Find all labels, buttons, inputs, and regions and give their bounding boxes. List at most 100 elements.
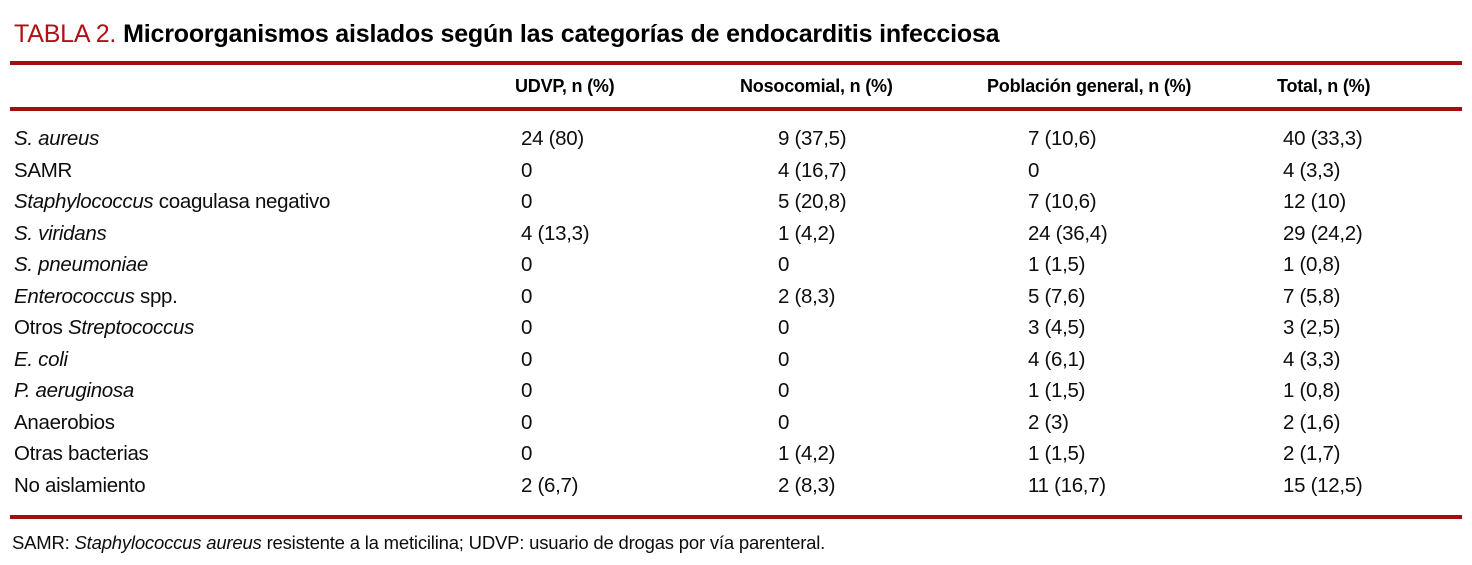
italic-text-segment: S. aureus xyxy=(14,127,100,150)
column-header-nosocomial: Nosocomial, n (%) xyxy=(730,65,975,111)
table-row: E. coli 0 0 4 (6,1) 4 (3,3) xyxy=(10,344,1462,376)
value-cell: 0 xyxy=(521,410,533,434)
value-cell: 7 (10,6) xyxy=(1028,190,1097,213)
value-cell: 0 xyxy=(778,253,790,276)
value-cell: 1 (0,8) xyxy=(1283,253,1341,276)
value-cell: 0 xyxy=(521,158,533,182)
organism-label: S. pneumoniae xyxy=(10,249,505,281)
value-cell: 5 (7,6) xyxy=(1028,284,1086,308)
text-segment: spp. xyxy=(134,284,178,308)
value-cell: 0 xyxy=(521,347,533,371)
top-rule xyxy=(10,61,1462,65)
italic-text-segment: P. aeruginosa xyxy=(14,379,134,402)
value-cell: 1 (0,8) xyxy=(1283,379,1341,402)
value-cell: 0 xyxy=(778,410,790,434)
value-cell: 4 (13,3) xyxy=(521,221,590,245)
value-cell: 29 (24,2) xyxy=(1283,221,1363,245)
italic-text-segment: Staphylococcus xyxy=(14,190,154,213)
value-cell: 0 xyxy=(521,284,533,308)
value-cell: 2 (3) xyxy=(1028,410,1069,434)
table-caption: Microorganismos aislados según las categ… xyxy=(123,20,1000,48)
table-row: Enterococcus spp. 0 2 (8,3) 5 (7,6) 7 (5,8) xyxy=(10,281,1462,313)
microorganisms-table: UDVP, n (%) Nosocomial, n (%) Población … xyxy=(10,65,1462,501)
value-cell: 1 (4,2) xyxy=(778,442,836,465)
column-header-total: Total, n (%) xyxy=(1235,65,1462,111)
value-cell: 4 (6,1) xyxy=(1028,347,1086,371)
value-cell: 0 xyxy=(778,347,790,371)
organism-label: P. aeruginosa xyxy=(10,375,505,407)
table-row: P. aeruginosa 0 0 1 (1,5) 1 (0,8) xyxy=(10,375,1462,407)
table-row: S. pneumoniae 0 0 1 (1,5) 1 (0,8) xyxy=(10,249,1462,281)
value-cell: 0 xyxy=(778,316,790,339)
organism-label: Enterococcus spp. xyxy=(10,281,505,313)
value-cell: 3 (4,5) xyxy=(1028,316,1086,339)
value-cell: 0 xyxy=(521,379,533,402)
header-row: UDVP, n (%) Nosocomial, n (%) Población … xyxy=(10,65,1462,111)
value-cell: 2 (6,7) xyxy=(521,473,579,497)
table-header: UDVP, n (%) Nosocomial, n (%) Población … xyxy=(10,65,1462,111)
table-row: SAMR 0 4 (16,7) 0 4 (3,3) xyxy=(10,155,1462,187)
organism-label: Staphylococcus coagulasa negativo xyxy=(10,186,505,218)
bottom-rule xyxy=(10,515,1462,519)
table-row: Otras bacterias 0 1 (4,2) 1 (1,5) 2 (1,7) xyxy=(10,438,1462,470)
value-cell: 11 (16,7) xyxy=(1028,473,1106,497)
table-body: S. aureus 24 (80) 9 (37,5) 7 (10,6) 40 (33,3… xyxy=(10,109,1462,501)
text-segment: SAMR: xyxy=(12,532,75,553)
italic-text-segment: E. coli xyxy=(14,347,68,371)
text-segment: Anaerobios xyxy=(14,410,115,434)
column-header-poblacion-general: Población general, n (%) xyxy=(975,65,1235,111)
value-cell: 0 xyxy=(521,190,533,213)
table-footnote: SAMR: Staphylococcus aureus resistente a… xyxy=(12,532,1462,554)
value-cell: 4 (16,7) xyxy=(778,158,847,182)
text-segment: Otros xyxy=(14,316,69,339)
organism-label: E. coli xyxy=(10,344,505,376)
text-segment: No aislamiento xyxy=(14,473,146,497)
italic-text-segment: Streptococcus xyxy=(68,316,195,339)
table-row: Anaerobios 0 0 2 (3) 2 (1,6) xyxy=(10,407,1462,439)
organism-label: SAMR xyxy=(10,155,505,187)
organism-label: Anaerobios xyxy=(10,407,505,439)
table-row: S. aureus 24 (80) 9 (37,5) 7 (10,6) 40 (33,3… xyxy=(10,109,1462,155)
text-segment: coagulasa negativo xyxy=(153,190,331,213)
value-cell: 15 (12,5) xyxy=(1283,473,1363,497)
italic-text-segment: S. pneumoniae xyxy=(14,253,149,276)
value-cell: 4 (3,3) xyxy=(1283,158,1341,182)
table-title: TABLA 2. Microorganismos aislados según l… xyxy=(14,19,1462,49)
text-segment: SAMR xyxy=(14,158,73,182)
value-cell: 40 (33,3) xyxy=(1283,127,1363,150)
value-cell: 2 (1,7) xyxy=(1283,442,1341,465)
value-cell: 7 (10,6) xyxy=(1028,127,1097,150)
organism-label: Otras bacterias xyxy=(10,438,505,470)
value-cell: 1 (1,5) xyxy=(1028,379,1086,402)
value-cell: 12 (10) xyxy=(1283,190,1346,213)
value-cell: 0 xyxy=(778,379,790,402)
organism-column-header xyxy=(10,65,505,111)
table-row: Staphylococcus coagulasa negativo 0 5 (20,… xyxy=(10,186,1462,218)
organism-label: S. aureus xyxy=(10,109,505,155)
value-cell: 5 (20,8) xyxy=(778,190,847,213)
value-cell: 0 xyxy=(1028,158,1040,182)
value-cell: 7 (5,8) xyxy=(1283,284,1341,308)
value-cell: 1 (1,5) xyxy=(1028,253,1086,276)
value-cell: 9 (37,5) xyxy=(778,127,847,150)
column-header-udvp: UDVP, n (%) xyxy=(505,65,730,111)
table-row: No aislamiento 2 (6,7) 2 (8,3) 11 (16,7) 15 … xyxy=(10,470,1462,502)
value-cell: 0 xyxy=(521,316,533,339)
value-cell: 24 (80) xyxy=(521,127,584,150)
italic-text-segment: S. viridans xyxy=(14,221,107,245)
italic-text-segment: Enterococcus xyxy=(14,284,135,308)
value-cell: 3 (2,5) xyxy=(1283,316,1341,339)
table-number-label: TABLA 2. xyxy=(14,20,117,48)
value-cell: 24 (36,4) xyxy=(1028,221,1108,245)
value-cell: 1 (1,5) xyxy=(1028,442,1086,465)
value-cell: 0 xyxy=(521,442,533,465)
text-segment: Otras bacterias xyxy=(14,442,149,465)
text-segment: resistente a la meticilina; UDVP: usuari… xyxy=(261,532,826,553)
value-cell: 2 (1,6) xyxy=(1283,410,1341,434)
value-cell: 4 (3,3) xyxy=(1283,347,1341,371)
organism-label: No aislamiento xyxy=(10,470,505,502)
value-cell: 2 (8,3) xyxy=(778,284,836,308)
table-row: Otros Streptococcus 0 0 3 (4,5) 3 (2,5) xyxy=(10,312,1462,344)
value-cell: 2 (8,3) xyxy=(778,473,836,497)
